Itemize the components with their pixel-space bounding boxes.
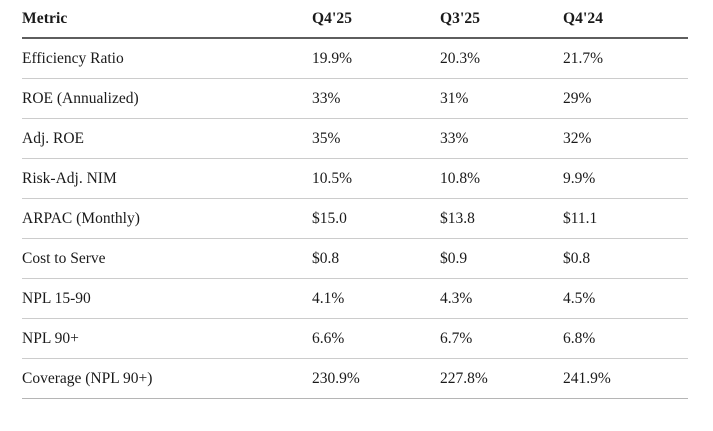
header-row: Metric Q4'25 Q3'25 Q4'24 [22,0,688,39]
value-cell: 4.5% [563,278,688,319]
metric-name-cell: Efficiency Ratio [22,38,312,79]
value-cell: $13.8 [440,198,563,239]
metric-name-cell: NPL 15-90 [22,278,312,319]
quarterly-metrics-table: Metric Q4'25 Q3'25 Q4'24 Efficiency Rati… [22,0,688,399]
value-cell: 6.8% [563,318,688,359]
column-header-metric: Metric [22,0,312,39]
value-cell: $0.9 [440,238,563,279]
table-row-npl-90-plus: NPL 90+ 6.6% 6.7% 6.8% [22,318,688,359]
table-body: Efficiency Ratio 19.9% 20.3% 21.7% ROE (… [22,38,688,399]
table-row-efficiency-ratio: Efficiency Ratio 19.9% 20.3% 21.7% [22,38,688,79]
value-cell: 33% [312,78,440,119]
table-header: Metric Q4'25 Q3'25 Q4'24 [22,0,688,39]
value-cell: 4.1% [312,278,440,319]
metrics-table-container: Metric Q4'25 Q3'25 Q4'24 Efficiency Rati… [22,0,713,399]
column-header-q3-25: Q3'25 [440,0,563,39]
value-cell: $0.8 [312,238,440,279]
value-cell: 31% [440,78,563,119]
value-cell: 10.8% [440,158,563,199]
value-cell: 19.9% [312,38,440,79]
metric-name-cell: ARPAC (Monthly) [22,198,312,239]
table-row-cost-to-serve: Cost to Serve $0.8 $0.9 $0.8 [22,238,688,279]
metric-name-cell: Coverage (NPL 90+) [22,358,312,399]
value-cell: 4.3% [440,278,563,319]
value-cell: 20.3% [440,38,563,79]
table-row-risk-adj-nim: Risk-Adj. NIM 10.5% 10.8% 9.9% [22,158,688,199]
value-cell: 230.9% [312,358,440,399]
value-cell: 9.9% [563,158,688,199]
column-header-q4-24: Q4'24 [563,0,688,39]
value-cell: $15.0 [312,198,440,239]
metric-name-cell: Cost to Serve [22,238,312,279]
metric-name-cell: Risk-Adj. NIM [22,158,312,199]
table-row-arpac-monthly: ARPAC (Monthly) $15.0 $13.8 $11.1 [22,198,688,239]
metric-name-cell: Adj. ROE [22,118,312,159]
table-row-npl-15-90: NPL 15-90 4.1% 4.3% 4.5% [22,278,688,319]
value-cell: 6.7% [440,318,563,359]
value-cell: 33% [440,118,563,159]
value-cell: 10.5% [312,158,440,199]
table-row-adj-roe: Adj. ROE 35% 33% 32% [22,118,688,159]
column-header-q4-25: Q4'25 [312,0,440,39]
value-cell: $11.1 [563,198,688,239]
value-cell: $0.8 [563,238,688,279]
metric-name-cell: NPL 90+ [22,318,312,359]
value-cell: 29% [563,78,688,119]
metric-name-cell: ROE (Annualized) [22,78,312,119]
value-cell: 6.6% [312,318,440,359]
value-cell: 21.7% [563,38,688,79]
value-cell: 241.9% [563,358,688,399]
value-cell: 227.8% [440,358,563,399]
value-cell: 32% [563,118,688,159]
table-row-coverage-npl-90-plus: Coverage (NPL 90+) 230.9% 227.8% 241.9% [22,358,688,399]
table-row-roe-annualized: ROE (Annualized) 33% 31% 29% [22,78,688,119]
value-cell: 35% [312,118,440,159]
